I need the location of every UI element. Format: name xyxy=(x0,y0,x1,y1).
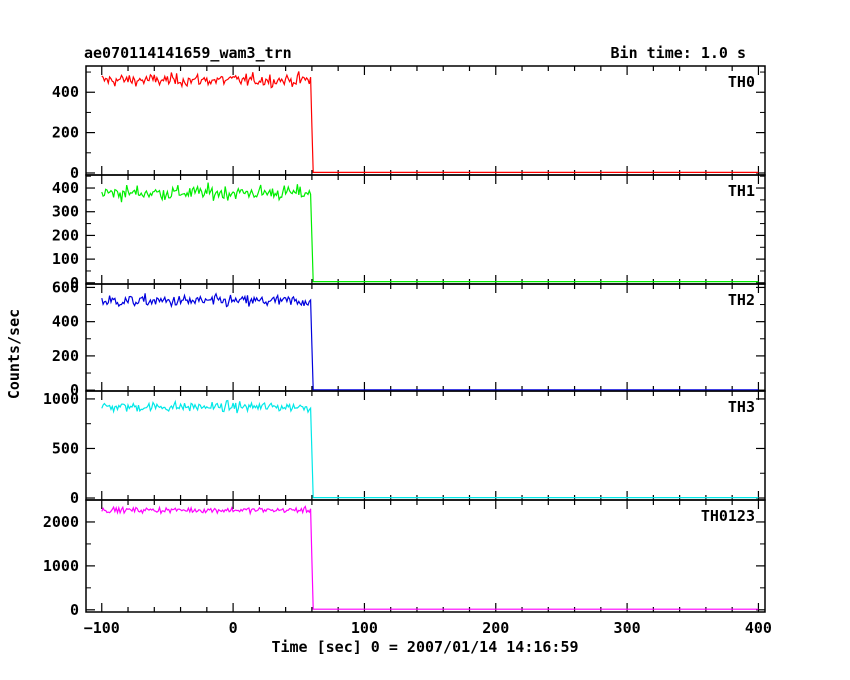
series-label: TH1 xyxy=(728,182,755,200)
series-label: TH0 xyxy=(728,73,755,91)
series-line-th0123 xyxy=(101,505,759,610)
x-axis-label: Time [sec] 0 = 2007/01/14 14:16:59 xyxy=(271,638,579,656)
y-tick-label: 0 xyxy=(70,601,79,619)
y-tick-label: 2000 xyxy=(43,513,79,531)
panel-th3: 0 500 1000 TH3 xyxy=(43,390,766,507)
series-label: TH0123 xyxy=(701,507,755,525)
y-axis-label: Counts/sec xyxy=(5,308,23,400)
bin-time-label: Bin time: 1.0 s xyxy=(610,44,746,62)
series-line-th0 xyxy=(101,71,759,173)
series-line-th1 xyxy=(101,182,759,283)
x-tick-label: 300 xyxy=(614,619,641,637)
y-tick-label: 200 xyxy=(52,124,79,142)
series-label: TH2 xyxy=(728,291,755,309)
x-tick-label: −100 xyxy=(84,619,120,637)
y-tick-label: 1000 xyxy=(43,390,79,408)
y-tick-label: 400 xyxy=(52,313,79,331)
panel-frame xyxy=(85,174,766,285)
panel-frame xyxy=(85,499,766,613)
y-tick-label: 200 xyxy=(52,226,79,244)
panel-th2: 0 200 400 600 TH2 xyxy=(52,278,766,399)
y-tick-label: 1000 xyxy=(43,557,79,575)
series-label: TH3 xyxy=(728,398,755,416)
y-tick-label: 0 xyxy=(70,164,79,182)
y-tick-label: 0 xyxy=(70,274,79,292)
chart-title: ae070114141659_wam3_trn xyxy=(84,44,292,62)
x-tick-label: 100 xyxy=(351,619,378,637)
y-tick-label: 600 xyxy=(52,278,79,296)
series-line-th2 xyxy=(101,292,759,391)
x-tick-label: 400 xyxy=(745,619,772,637)
y-tick-label: 400 xyxy=(52,83,79,101)
panel-th0: 0 200 400 TH0 xyxy=(52,65,766,182)
panel-frame xyxy=(85,283,766,392)
y-tick-label: 400 xyxy=(52,179,79,197)
y-tick-label: 0 xyxy=(70,381,79,399)
y-tick-label: 500 xyxy=(52,439,79,457)
x-tick-label: 200 xyxy=(482,619,509,637)
y-tick-label: 200 xyxy=(52,347,79,365)
series-line-th3 xyxy=(101,399,759,499)
panel-th0123: 0 1000 2000 TH0123 xyxy=(43,499,766,619)
y-tick-label: 0 xyxy=(70,489,79,507)
y-tick-label: 100 xyxy=(52,250,79,268)
panel-th1: 0 100 200 300 400 TH1 xyxy=(52,174,766,292)
y-tick-label: 300 xyxy=(52,203,79,221)
x-tick-label: 0 xyxy=(229,619,238,637)
